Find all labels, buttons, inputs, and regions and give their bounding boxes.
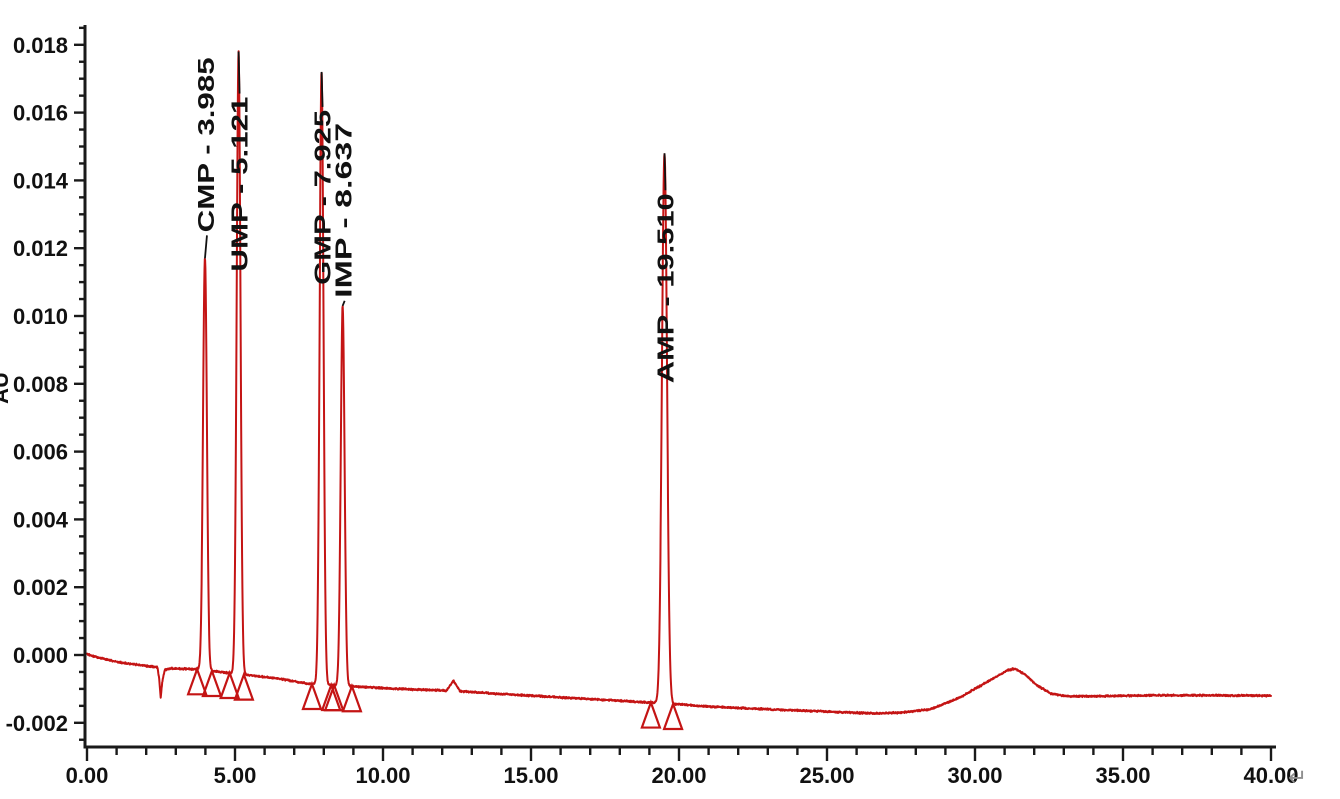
peak-base-markers <box>186 666 684 731</box>
peak-leader-imp <box>341 300 346 307</box>
integration-marker-ump <box>233 671 255 701</box>
integration-marker-imp <box>323 682 345 712</box>
integration-marker-imp <box>341 683 363 713</box>
y-tick-label: 0.014 <box>13 168 69 193</box>
chromatogram-trace <box>86 50 1272 715</box>
y-tick-label: 0.006 <box>13 440 68 465</box>
peak-leader-gmp <box>320 71 324 107</box>
x-tick-label: 5.00 <box>214 763 257 788</box>
peak-label-ump: UMP - 5.121 <box>227 96 253 271</box>
integration-marker-ump <box>219 669 241 700</box>
peak-label-cmp: CMP - 3.985 <box>193 57 219 232</box>
integration-marker-gmp <box>301 680 323 711</box>
y-tick-label: 0.016 <box>13 101 68 126</box>
x-tick-label: 0.00 <box>66 763 109 788</box>
peak-label-gmp: GMP - 7.925 <box>310 110 336 285</box>
peak-leader-ump <box>237 51 241 94</box>
y-axis-title: AU <box>0 372 13 404</box>
y-tick-label: 0.002 <box>13 575 68 600</box>
x-tick-label: 30.00 <box>947 763 1002 788</box>
y-tick-label: 0.008 <box>13 372 68 397</box>
x-tick-label: 25.00 <box>799 763 854 788</box>
integration-marker-amp <box>640 699 662 729</box>
y-tick-label: 0.000 <box>13 643 68 668</box>
x-axis-labels: 0.00 5.00 10.00 15.00 20.00 25.00 30.00 35.00 40… <box>66 763 1299 788</box>
integration-marker-amp <box>662 700 684 731</box>
peak-leader-amp <box>663 153 667 191</box>
axis-lines <box>83 25 1276 749</box>
integration-marker-cmp <box>186 666 208 696</box>
y-tick-label: 0.010 <box>13 304 68 329</box>
x-tick-label: 40.00 <box>1243 763 1298 788</box>
x-tick-label: 10.00 <box>355 763 410 788</box>
x-tick-label: 15.00 <box>503 763 558 788</box>
y-tick-label: 0.012 <box>13 236 68 261</box>
y-tick-label: -0.002 <box>6 711 68 736</box>
x-tick-label: 20.00 <box>651 763 706 788</box>
y-tick-label: 0.004 <box>13 507 69 532</box>
axis-ticks <box>74 26 1273 761</box>
peak-label-amp: AMP - 19.510 <box>652 193 678 383</box>
x-tick-label: 35.00 <box>1095 763 1150 788</box>
peak-leader-cmp <box>204 235 208 259</box>
y-tick-label: 0.018 <box>13 33 68 58</box>
y-axis-labels: -0.002 0.000 0.002 0.004 0.006 0.008 0.010 0.01… <box>6 33 69 736</box>
peak-label-imp: IMP - 8.637 <box>331 123 357 298</box>
return-mark: ↵ <box>1288 765 1307 791</box>
integration-marker-cmp <box>201 667 223 698</box>
